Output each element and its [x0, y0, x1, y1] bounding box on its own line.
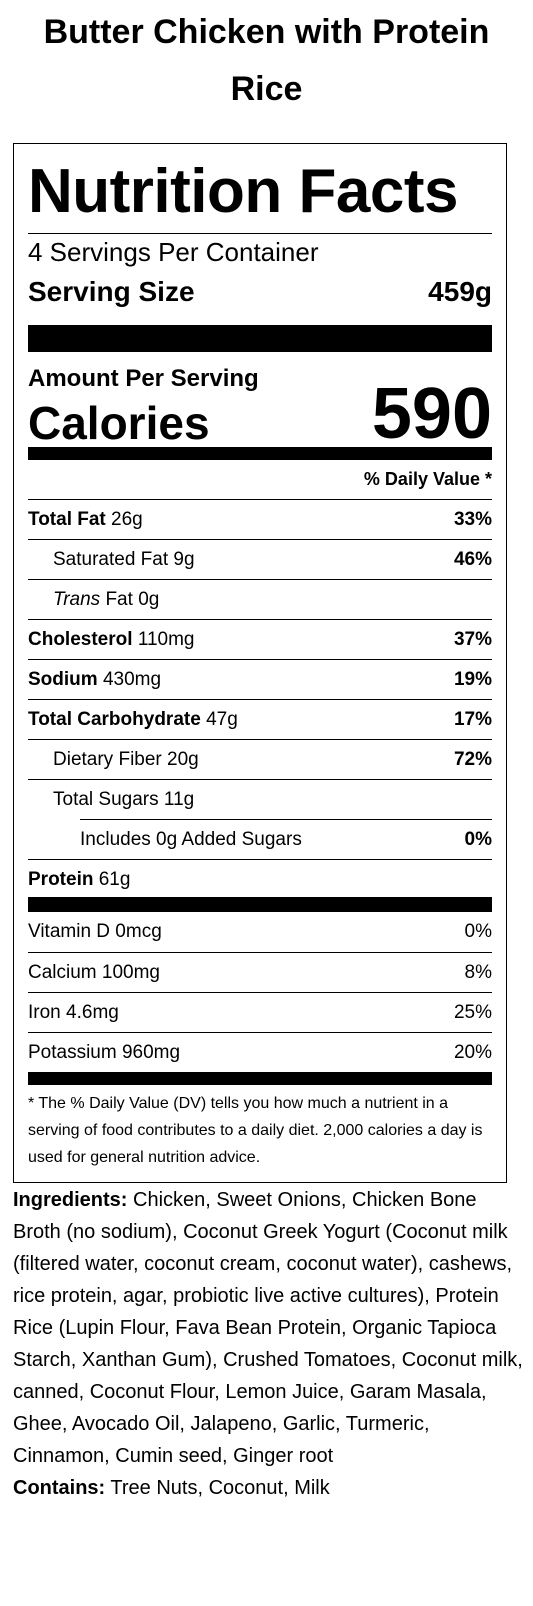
nutrient-dv: 33%: [453, 509, 492, 530]
vitamin-amount: 100mg: [101, 962, 161, 983]
nutrient-amount: 61g: [98, 869, 131, 890]
nutrient-row: Trans Fat 0g: [28, 579, 492, 619]
thick-bar: [28, 447, 492, 460]
vitamin-row: Calcium 100mg 8%: [28, 952, 492, 992]
vitamin-row: Vitamin D 0mcg 0%: [28, 912, 492, 952]
nutrient-name: Total Fat: [28, 509, 106, 530]
ingredients-label: Ingredients:: [13, 1189, 128, 1211]
ingredients-block: Ingredients: Chicken, Sweet Onions, Chic…: [13, 1184, 525, 1504]
nutrient-amount: 20g: [167, 749, 199, 770]
nutrient-amount: 11g: [163, 789, 195, 810]
nutrient-amount: 0g: [138, 589, 160, 610]
nutrient-name: Saturated Fat: [53, 549, 169, 570]
nutrition-label: Nutrition Facts 4 Servings Per Container…: [13, 143, 507, 1183]
nutrient-dv: 19%: [453, 669, 492, 690]
nutrient-row: Total Carbohydrate 47g 17%: [28, 699, 492, 739]
vitamin-name: Vitamin D: [28, 921, 111, 942]
nutrient-name: Total Sugars: [53, 789, 159, 810]
nutrient-row: Protein 61g: [28, 859, 492, 897]
thick-bar: [28, 1072, 492, 1085]
nutrient-dv: 17%: [453, 709, 492, 730]
dv-header: % Daily Value *: [363, 469, 492, 489]
nutrient-dv: 0%: [464, 829, 492, 850]
thick-bar: [28, 325, 492, 352]
vitamin-dv: 8%: [464, 962, 492, 983]
servings: 4 Servings Per Container: [28, 237, 319, 267]
vitamin-amount: 0mcg: [115, 921, 162, 942]
nutrient-dv: 37%: [453, 629, 492, 650]
nutrient-name: Total Carbohydrate: [28, 709, 201, 730]
thick-bar: [28, 897, 492, 912]
serving-size-value: 459g: [428, 276, 492, 307]
vitamin-name: Iron: [28, 1002, 61, 1023]
nutrient-row: Dietary Fiber 20g 72%: [28, 739, 492, 779]
amount-per-serving: Amount Per Serving: [28, 365, 259, 392]
vitamin-name: Calcium: [28, 962, 97, 983]
nutrient-dv: 46%: [453, 549, 492, 570]
vitamin-row: Potassium 960mg 20%: [28, 1032, 492, 1072]
nutrient-row: Saturated Fat 9g 46%: [28, 539, 492, 579]
nutrient-amount: 47g: [206, 709, 238, 730]
contains-text: Tree Nuts, Coconut, Milk: [110, 1477, 330, 1499]
nutrient-row: Cholesterol 110mg 37%: [28, 619, 492, 659]
nutrient-name: Includes 0g Added Sugars: [80, 829, 302, 850]
vitamin-row: Iron 4.6mg 25%: [28, 992, 492, 1032]
nutrient-row: Sodium 430mg 19%: [28, 659, 492, 699]
vitamin-amount: 960mg: [121, 1042, 181, 1063]
ingredients-text: Chicken, Sweet Onions, Chicken Bone Brot…: [13, 1189, 523, 1467]
nutrient-row: Includes 0g Added Sugars 0%: [80, 819, 492, 859]
heading: Nutrition Facts: [28, 144, 492, 234]
nutrient-dv: 72%: [453, 749, 492, 770]
serving-size-label: Serving Size: [28, 276, 195, 307]
nutrient-name: Dietary Fiber: [53, 749, 162, 770]
serving-size: Serving Size 459g: [28, 270, 492, 314]
contains: Contains: Tree Nuts, Coconut, Milk: [13, 1472, 525, 1504]
nutrient-name-italic: Trans: [53, 589, 101, 610]
nutrient-row: Total Fat 26g 33%: [28, 499, 492, 539]
vitamin-dv: 20%: [453, 1042, 492, 1063]
nutrient-amount: 110mg: [137, 629, 195, 650]
vitamin-dv: 25%: [453, 1002, 492, 1023]
ingredients: Ingredients: Chicken, Sweet Onions, Chic…: [13, 1184, 525, 1472]
vitamin-name: Potassium: [28, 1042, 117, 1063]
vitamin-amount: 4.6mg: [66, 1002, 119, 1023]
nutrient-row: Total Sugars 11g: [28, 779, 492, 819]
contains-label: Contains:: [13, 1477, 106, 1499]
title: Butter Chicken with Protein Rice: [43, 13, 490, 108]
nutrient-amount: 430mg: [102, 669, 162, 690]
nutrient-name: Protein: [28, 869, 94, 890]
nutrient-name: Fat: [105, 589, 133, 610]
nutrient-name: Sodium: [28, 669, 98, 690]
vitamin-dv: 0%: [464, 921, 492, 942]
nutrient-amount: 9g: [173, 549, 195, 570]
calories-label: Calories: [28, 397, 210, 449]
calories-value: 590: [371, 374, 492, 454]
footnote: * The % Daily Value (DV) tells you how m…: [28, 1095, 483, 1166]
calories: Calories 590: [28, 378, 492, 450]
nutrient-name: Cholesterol: [28, 629, 133, 650]
nutrient-amount: 26g: [111, 509, 143, 530]
